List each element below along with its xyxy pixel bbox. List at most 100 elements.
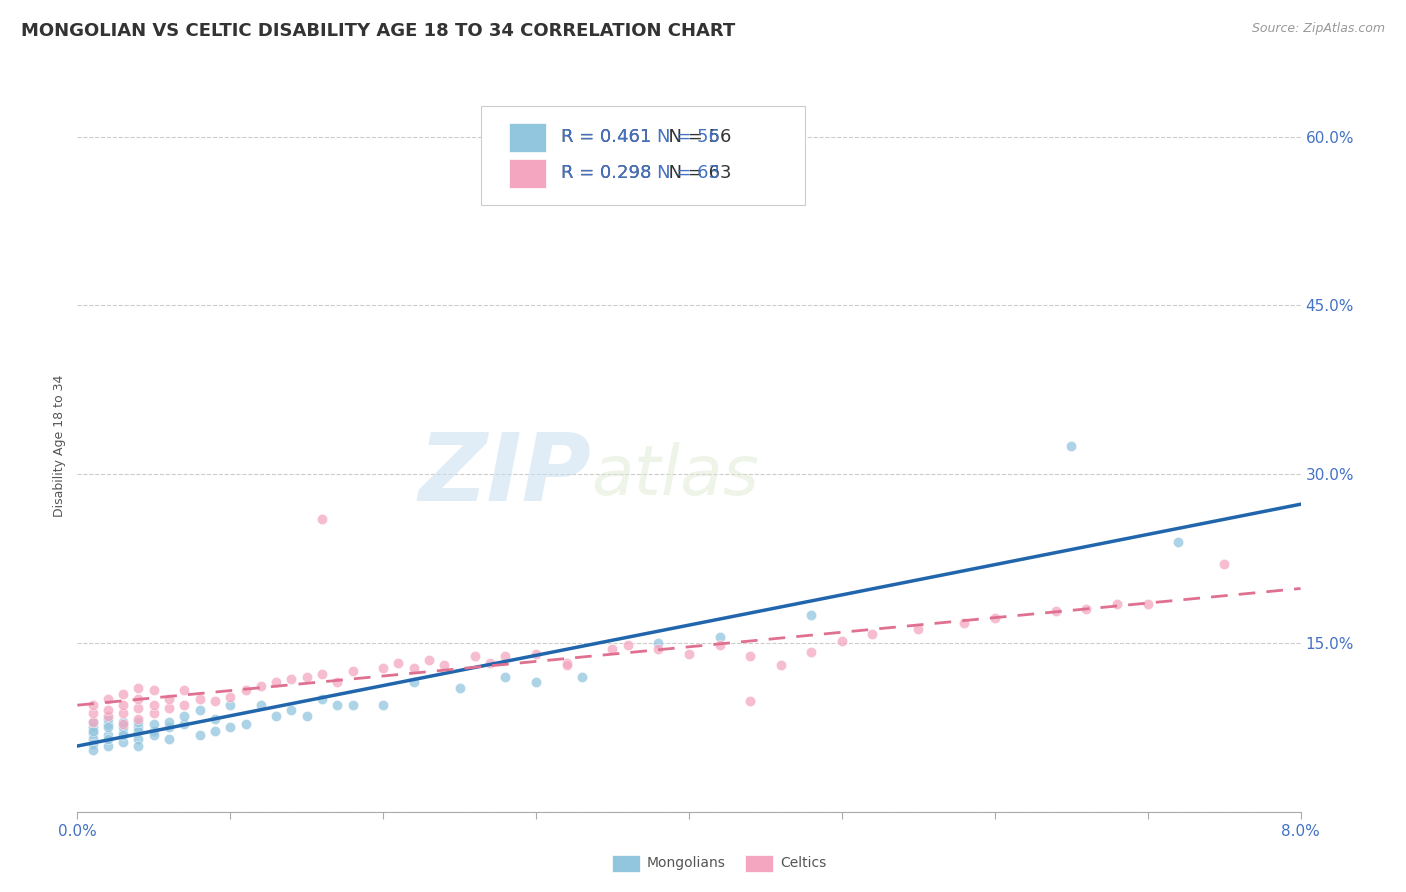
Bar [509, 159, 546, 188]
Point [295, 670, 318, 684]
Point [173, 698, 195, 712]
Point [860, 627, 884, 641]
Point [740, 694, 762, 708]
Point [157, 692, 180, 706]
Point [112, 717, 135, 731]
Point [342, 664, 364, 678]
Point [250, 698, 273, 712]
Point [433, 658, 456, 673]
Point [295, 709, 318, 723]
Point [82, 706, 104, 720]
Point [82, 726, 104, 740]
Point [709, 638, 731, 652]
Point [616, 638, 638, 652]
Point [371, 661, 394, 675]
Point [402, 661, 425, 675]
Point [188, 692, 211, 706]
Point [740, 649, 762, 664]
Point [769, 658, 792, 673]
Point [1107, 597, 1129, 611]
Point [142, 728, 165, 742]
Point [1060, 439, 1083, 453]
Point [127, 739, 149, 754]
Point [127, 681, 149, 695]
Point [647, 636, 669, 650]
Point [1167, 534, 1189, 549]
Point [97, 717, 120, 731]
Point [204, 713, 226, 727]
Point [97, 713, 120, 727]
Text: Source: ZipAtlas.com: Source: ZipAtlas.com [1251, 22, 1385, 36]
Text: R = 0.461   N = 56: R = 0.461 N = 56 [561, 128, 731, 146]
Point [371, 698, 394, 712]
Point [264, 675, 287, 690]
Point [157, 701, 180, 715]
Point [97, 739, 120, 754]
Point [464, 649, 486, 664]
Point [82, 723, 104, 738]
Point [555, 658, 578, 673]
Point [800, 645, 823, 659]
Text: atlas: atlas [591, 442, 759, 508]
Point [97, 728, 120, 742]
Point [127, 692, 149, 706]
Point [479, 656, 502, 670]
Text: ZIP: ZIP [418, 429, 591, 521]
Point [311, 667, 333, 681]
Point [112, 735, 135, 749]
Point [647, 641, 669, 656]
Text: Mongolians: Mongolians [647, 856, 725, 871]
Point [142, 698, 165, 712]
Point [82, 737, 104, 751]
Point [188, 728, 211, 742]
Point [97, 703, 120, 717]
Point [280, 672, 302, 686]
Point [82, 714, 104, 729]
Point [82, 714, 104, 729]
Point [984, 611, 1007, 625]
Point [82, 743, 104, 757]
Text: R = 0.298 N = 63: R = 0.298 N = 63 [561, 164, 720, 182]
Point [953, 615, 976, 630]
Point [524, 675, 547, 690]
Point [402, 675, 425, 690]
Point [235, 717, 257, 731]
Point [326, 698, 349, 712]
Point [1213, 557, 1236, 571]
Point [173, 717, 195, 731]
Point [495, 670, 517, 684]
Point [311, 512, 333, 526]
Point [1136, 597, 1159, 611]
Point [157, 714, 180, 729]
Point [142, 683, 165, 698]
Point [219, 720, 242, 734]
Point [173, 683, 195, 698]
Point [127, 701, 149, 715]
Point [82, 731, 104, 746]
Point [219, 690, 242, 704]
Text: R = 0.298   N = 63: R = 0.298 N = 63 [561, 164, 731, 182]
Point [311, 692, 333, 706]
Point [418, 653, 440, 667]
Point [112, 726, 135, 740]
Point [326, 675, 349, 690]
Y-axis label: Disability Age 18 to 34: Disability Age 18 to 34 [53, 375, 66, 517]
Point [97, 731, 120, 746]
Point [524, 647, 547, 661]
Point [342, 698, 364, 712]
Point [204, 723, 226, 738]
Point [204, 694, 226, 708]
Point [82, 698, 104, 712]
Point [127, 720, 149, 734]
Bar [509, 123, 546, 152]
Point [97, 709, 120, 723]
Point [602, 641, 624, 656]
Point [173, 709, 195, 723]
Point [250, 679, 273, 693]
Point [1076, 602, 1098, 616]
Point [264, 709, 287, 723]
Text: Celtics: Celtics [780, 856, 827, 871]
Point [555, 656, 578, 670]
Point [709, 630, 731, 644]
Point [831, 633, 853, 648]
